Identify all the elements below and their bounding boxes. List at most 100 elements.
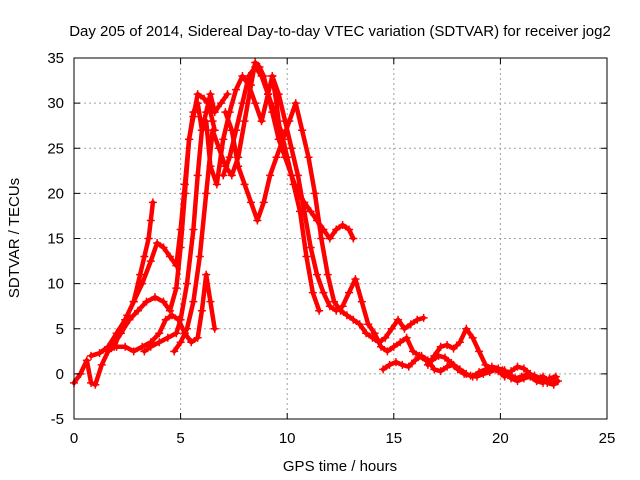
data-point-marker (163, 333, 172, 342)
data-point-marker (225, 153, 234, 162)
y-tick-label: -5 (51, 411, 64, 428)
data-point-marker (257, 117, 266, 126)
data-point-marker (549, 374, 558, 383)
data-point-marker (185, 135, 194, 144)
data-point-marker (146, 216, 155, 225)
series-3 (108, 90, 232, 351)
data-point-marker (155, 329, 164, 338)
data-point-marker (210, 108, 219, 117)
data-point-marker (87, 351, 96, 360)
data-point-marker (304, 153, 313, 162)
data-point-marker (455, 338, 464, 347)
axis-ticks: 0 5 10 15 20 25 -5 0 5 10 15 20 25 30 35 (47, 50, 615, 447)
data-point-marker (212, 180, 221, 189)
data-point-marker (507, 374, 516, 383)
data-point-marker (389, 342, 398, 351)
data-point-marker (219, 171, 228, 180)
data-point-marker (355, 320, 364, 329)
data-series (70, 58, 562, 389)
data-point-marker (95, 349, 104, 358)
data-point-marker (129, 347, 138, 356)
data-point-marker (193, 99, 202, 108)
data-point-marker (310, 189, 319, 198)
x-tick-label: 15 (385, 430, 402, 447)
data-point-marker (283, 153, 292, 162)
data-point-marker (526, 369, 535, 378)
data-point-marker (87, 378, 96, 387)
data-point-marker (266, 171, 275, 180)
series-line (223, 100, 426, 345)
data-point-marker (227, 171, 236, 180)
data-point-marker (398, 360, 407, 369)
data-point-marker (165, 252, 174, 261)
data-point-marker (189, 108, 198, 117)
data-point-marker (475, 368, 484, 377)
data-point-marker (202, 108, 211, 117)
data-point-marker (197, 306, 206, 315)
series-line (71, 200, 156, 387)
data-point-marker (293, 171, 302, 180)
data-point-marker (274, 90, 283, 99)
data-point-marker (317, 234, 326, 243)
data-point-marker (394, 315, 403, 324)
data-point-marker (408, 347, 417, 356)
data-point-marker (349, 234, 358, 243)
data-point-marker (176, 243, 185, 252)
data-point-marker (440, 353, 449, 362)
data-point-marker (404, 362, 413, 371)
data-point-marker (423, 360, 432, 369)
y-axis-label: SDTVAR / TECUs (6, 178, 23, 298)
data-point-marker (202, 189, 211, 198)
data-point-marker (455, 365, 464, 374)
data-point-marker (513, 362, 522, 371)
data-point-marker (202, 117, 211, 126)
data-point-marker (351, 275, 360, 284)
data-point-marker (379, 365, 388, 374)
data-point-marker (172, 284, 181, 293)
data-point-marker (532, 374, 541, 383)
data-point-marker (138, 342, 147, 351)
data-point-marker (319, 288, 328, 297)
series-line (88, 91, 217, 359)
data-point-marker (146, 342, 155, 351)
data-point-marker (278, 135, 287, 144)
data-point-marker (176, 338, 185, 347)
data-point-marker (148, 198, 157, 207)
data-point-marker (411, 356, 420, 365)
x-tick-label: 25 (599, 430, 616, 447)
data-point-marker (449, 344, 458, 353)
data-point-marker (364, 320, 373, 329)
data-point-marker (97, 360, 106, 369)
data-point-marker (221, 108, 230, 117)
data-point-marker (172, 329, 181, 338)
data-point-marker (443, 362, 452, 371)
data-point-marker (370, 329, 379, 338)
data-point-marker (91, 380, 100, 389)
x-tick-label: 5 (176, 430, 184, 447)
x-tick-label: 0 (70, 430, 78, 447)
data-point-marker (308, 288, 317, 297)
data-point-marker (227, 126, 236, 135)
data-point-marker (214, 144, 223, 153)
data-point-marker (153, 239, 162, 248)
data-point-marker (168, 311, 177, 320)
data-point-marker (210, 324, 219, 333)
data-point-marker (125, 315, 134, 324)
series-line (114, 272, 217, 354)
data-point-marker (332, 306, 341, 315)
data-point-marker (545, 377, 554, 386)
data-point-marker (406, 320, 415, 329)
data-point-marker (270, 108, 279, 117)
data-point-marker (232, 85, 241, 94)
data-point-marker (281, 117, 290, 126)
y-tick-label: 20 (47, 185, 64, 202)
data-point-marker (362, 329, 371, 338)
grid (74, 58, 607, 419)
data-point-marker (176, 315, 185, 324)
data-point-marker (140, 347, 149, 356)
data-point-marker (151, 293, 160, 302)
data-point-marker (187, 338, 196, 347)
series-line (142, 73, 284, 354)
data-point-marker (387, 324, 396, 333)
series-8 (221, 99, 428, 347)
